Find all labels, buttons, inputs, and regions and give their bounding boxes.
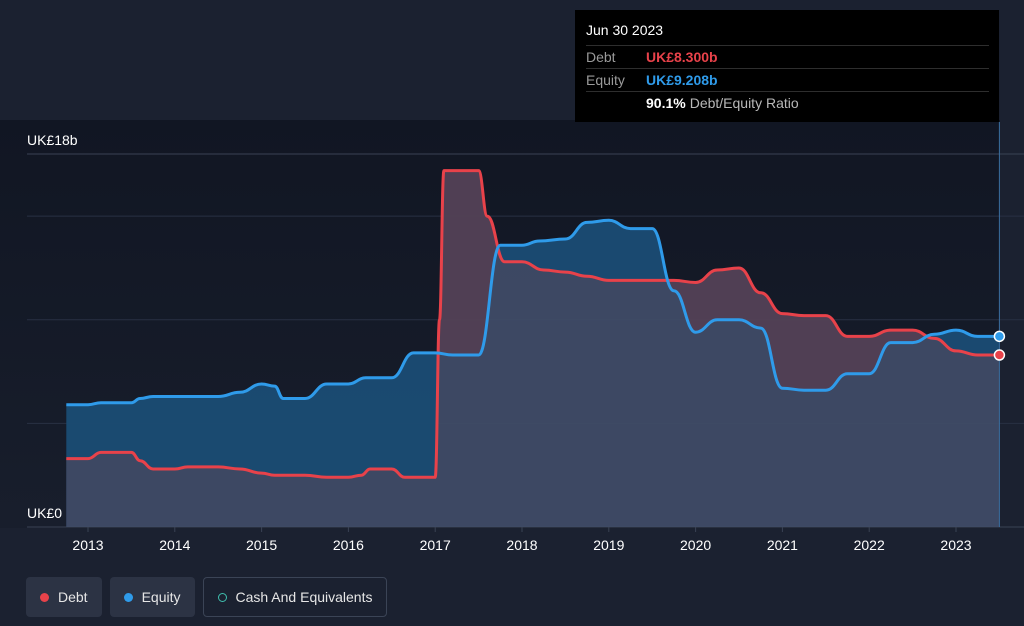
tooltip-ratio-value: 90.1% — [646, 95, 686, 111]
legend-equity-label: Equity — [141, 589, 181, 605]
x-tick-label: 2020 — [680, 537, 711, 553]
equity-excess-area — [66, 220, 1000, 478]
x-tick-label: 2017 — [420, 537, 451, 553]
tooltip-debt-label: Debt — [586, 49, 616, 65]
debt-area — [66, 170, 1000, 527]
tooltip-debt-row: Debt UK£8.300b — [586, 45, 989, 68]
tooltip-equity-value: UK£9.208b — [646, 72, 718, 88]
legend-cash[interactable]: Cash And Equivalents — [202, 577, 388, 617]
debt-line[interactable] — [66, 169, 1000, 479]
x-tick-label: 2016 — [333, 537, 364, 553]
equity-end-point[interactable] — [993, 330, 1006, 343]
axis-labels: UK£18b UK£0 2013 2014 2015 2016 2017 2018 2019 20… — [27, 132, 972, 553]
legend-equity[interactable]: Equity — [109, 577, 195, 617]
x-tick-label: 2015 — [246, 537, 277, 553]
tooltip-equity-row: Equity UK£9.208b — [586, 68, 989, 91]
tooltip: Jun 30 2023 Debt UK£8.300b Equity UK£9.2… — [575, 10, 999, 122]
legend: Debt Equity Cash And Equivalents — [26, 577, 388, 617]
equity-dot-icon — [123, 592, 133, 602]
cash-hollow-dot-icon — [217, 592, 227, 602]
x-tick-label: 2018 — [506, 537, 537, 553]
x-tick-label: 2019 — [593, 537, 624, 553]
tooltip-debt-value: UK£8.300b — [646, 49, 718, 65]
debt-dot-icon — [40, 592, 49, 602]
x-tick-label: 2014 — [159, 537, 190, 553]
tooltip-ratio-label: Debt/Equity Ratio — [689, 95, 799, 111]
legend-cash-label: Cash And Equivalents — [235, 589, 373, 605]
y-tick-label: UK£18b — [27, 132, 78, 148]
legend-debt-label: Debt — [58, 589, 88, 605]
tooltip-date: Jun 30 2023 — [586, 22, 664, 38]
x-tick-label: 2022 — [854, 537, 885, 553]
x-tick-label: 2013 — [72, 537, 103, 553]
legend-debt[interactable]: Debt — [26, 577, 102, 617]
equity-line[interactable] — [66, 218, 1000, 407]
x-tick-label: 2023 — [940, 537, 971, 553]
tooltip-ratio-row: 90.1% Debt/Equity Ratio — [586, 91, 989, 114]
tooltip-equity-label: Equity — [586, 72, 625, 88]
x-tick-label: 2021 — [767, 537, 798, 553]
debt-end-point[interactable] — [993, 349, 1006, 361]
y-tick-label: UK£0 — [27, 505, 62, 521]
